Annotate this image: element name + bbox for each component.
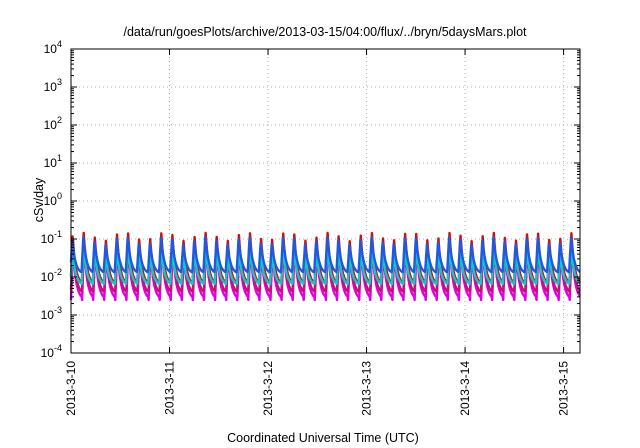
x-axis: 2013-3-10 2013-3-11 2013-3-12 2013-3-13 2013… <box>64 49 571 416</box>
x-tick-label: 2013-3-11 <box>163 361 177 415</box>
y-tick-label: 102 <box>44 115 62 132</box>
y-tick-label: 10-2 <box>41 267 62 284</box>
x-tick-label: 2013-3-15 <box>557 361 571 416</box>
grid <box>70 49 580 353</box>
x-tick-label: 2013-3-14 <box>458 361 472 416</box>
x-tick-label: 2013-3-13 <box>360 361 374 416</box>
series-lines <box>69 231 581 302</box>
chart-title: /data/run/goesPlots/archive/2013-03-15/0… <box>123 25 527 39</box>
y-tick-label: 100 <box>44 191 62 208</box>
x-tick-label: 2013-3-10 <box>64 361 78 416</box>
series-line <box>69 235 581 274</box>
y-tick-label: 10-1 <box>41 229 62 246</box>
y-tick-label: 101 <box>44 153 62 170</box>
y-tick-label: 10-4 <box>41 343 62 360</box>
series-line <box>69 247 581 286</box>
y-tick-label: 103 <box>44 77 62 94</box>
y-axis: 10-4 10-3 10-2 10-1 100 101 102 103 104 <box>41 39 580 360</box>
y-axis-label: cSv/day <box>32 177 46 222</box>
y-tick-label: 10-3 <box>41 305 62 322</box>
x-tick-label: 2013-3-12 <box>261 361 275 416</box>
x-axis-label: Coordinated Universal Time (UTC) <box>227 431 419 445</box>
y-tick-label: 104 <box>44 39 62 56</box>
